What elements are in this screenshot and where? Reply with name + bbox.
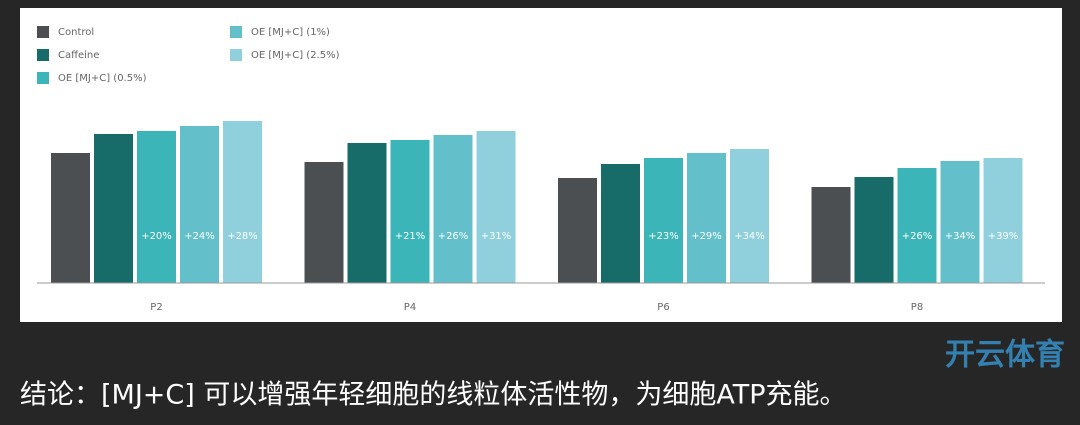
value-label: +34% [945,231,976,242]
bar [304,162,344,283]
bar [94,134,133,283]
legend-label: OE [MJ+C] (2.5%) [251,50,340,61]
bar [644,158,683,283]
value-label: +29% [691,231,722,242]
bar [180,126,219,283]
watermark: 开云体育 [945,338,1065,373]
legend-swatch [37,72,49,84]
bar [347,143,387,283]
x-tick-label: P2 [150,302,162,313]
bar [137,131,176,283]
x-tick-label: P4 [404,302,416,313]
legend-label: Caffeine [58,50,99,61]
legend-swatch [230,26,242,38]
x-tick-label: P6 [657,302,669,313]
bar [51,153,90,283]
bar [476,131,516,283]
value-label: +20% [141,231,172,242]
bar [897,168,937,283]
legend-label: Control [58,27,94,38]
value-label: +26% [902,231,933,242]
legend-label: OE [MJ+C] (1%) [251,27,330,38]
x-tick-label: P8 [911,302,923,313]
value-label: +23% [648,231,679,242]
legend-swatch [37,26,49,38]
bar [940,161,980,283]
value-label: +28% [227,231,258,242]
value-label: +39% [988,231,1019,242]
bar [811,187,851,283]
value-label: +34% [734,231,765,242]
value-label: +24% [184,231,215,242]
bar [854,177,894,283]
bar [687,153,726,283]
value-label: +31% [481,231,512,242]
bar [223,121,262,283]
legend-label: OE [MJ+C] (0.5%) [58,73,147,84]
bar [730,149,769,283]
bar [983,158,1023,283]
legend-swatch [230,49,242,61]
bar [601,164,640,283]
bar [390,140,430,283]
value-label: +21% [395,231,426,242]
legend-swatch [37,49,49,61]
bar [433,135,473,283]
caption: 结论：[MJ+C] 可以增强年轻细胞的线粒体活性物，为细胞ATP充能。 [20,380,847,411]
bar [558,178,597,283]
value-label: +26% [438,231,469,242]
